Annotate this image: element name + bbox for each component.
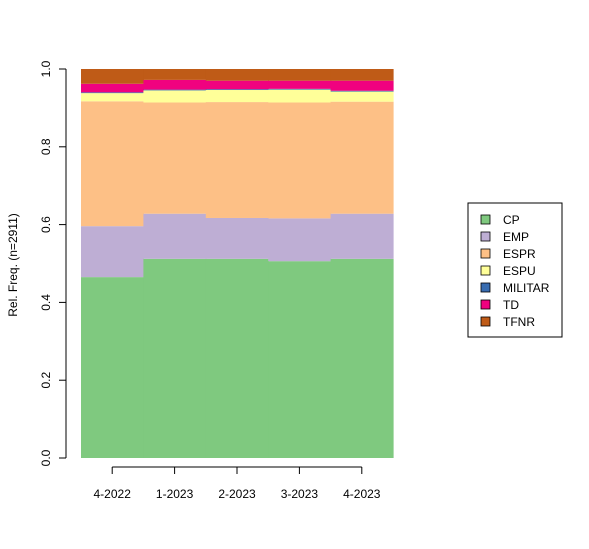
y-tick-label: 0.6	[39, 216, 53, 233]
bar-segment-td-3-2023	[268, 80, 332, 89]
bar-segment-militar-1-2023	[143, 89, 207, 91]
bar-segment-td-4-2023	[330, 80, 394, 91]
y-tick-label: 0.8	[39, 138, 53, 155]
bar-segment-espr-1-2023	[143, 102, 207, 214]
bar-segment-emp-3-2023	[268, 218, 332, 262]
bar-segment-espr-3-2023	[268, 102, 332, 219]
bar-segment-militar-2-2023	[205, 89, 269, 91]
legend-label-cp: CP	[503, 213, 520, 227]
bar-segment-militar-4-2023	[330, 90, 394, 92]
bar-segment-emp-4-2023	[330, 213, 394, 259]
legend-swatch-militar	[480, 282, 491, 293]
legend-swatch-espu	[480, 265, 491, 276]
bar-segment-emp-4-2022	[81, 226, 144, 278]
bar-segment-espu-3-2023	[268, 89, 332, 103]
bar-segment-td-2-2023	[205, 80, 269, 90]
legend-swatch-td	[480, 299, 491, 310]
y-tick-label: 0.2	[39, 372, 53, 389]
bar-segment-emp-1-2023	[143, 213, 207, 259]
x-tick-label: 2-2023	[218, 487, 256, 501]
legend: CP EMP ESPR ESPU MILITAR TD TFNR	[467, 202, 563, 338]
bar-segment-espr-4-2022	[81, 101, 144, 227]
bar-segment-emp-2-2023	[205, 217, 269, 259]
x-tick-label: 3-2023	[281, 487, 319, 501]
bar-segment-cp-2-2023	[205, 258, 269, 458]
legend-label-militar: MILITAR	[503, 281, 550, 295]
x-tick-label: 4-2023	[343, 487, 381, 501]
bar-segment-cp-4-2022	[81, 277, 144, 458]
legend-label-td: TD	[503, 298, 519, 312]
bar-segment-militar-3-2023	[268, 88, 332, 90]
x-tick-label: 4-2022	[94, 487, 132, 501]
legend-swatch-emp	[480, 231, 491, 242]
bar-segment-militar-4-2022	[81, 92, 144, 94]
legend-swatch-espr	[480, 248, 491, 259]
x-tick-label: 1-2023	[156, 487, 194, 501]
bar-segment-espu-2-2023	[205, 90, 269, 103]
y-axis: 0.0 0.2 0.4 0.6 0.8 1.0	[39, 60, 67, 466]
bar-segment-espu-4-2023	[330, 91, 394, 102]
bars-layer	[81, 69, 394, 458]
bar-segment-espr-4-2023	[330, 101, 394, 214]
legend-label-espr: ESPR	[503, 247, 536, 261]
bar-segment-td-4-2022	[81, 83, 144, 93]
bar-segment-espu-1-2023	[143, 90, 207, 103]
bar-segment-cp-3-2023	[268, 261, 332, 458]
bar-segment-espu-4-2022	[81, 93, 144, 102]
bar-segment-tfnr-1-2023	[143, 69, 207, 80]
bar-segment-espr-2-2023	[205, 102, 269, 218]
bar-segment-tfnr-4-2023	[330, 69, 394, 81]
bar-segment-tfnr-2-2023	[205, 69, 269, 81]
legend-label-emp: EMP	[503, 230, 529, 244]
legend-label-tfnr: TFNR	[503, 315, 535, 329]
bar-segment-cp-1-2023	[143, 258, 207, 458]
bar-segment-cp-4-2023	[330, 258, 394, 458]
bar-segment-tfnr-4-2022	[81, 69, 144, 84]
y-tick-label: 0.0	[39, 449, 53, 466]
legend-swatch-cp	[480, 214, 491, 225]
y-tick-label: 0.4	[39, 294, 53, 311]
y-axis-label: Rel. Freq. (n=2911)	[6, 213, 20, 317]
y-tick-label: 1.0	[39, 60, 53, 77]
x-axis: 4-2022 1-2023 2-2023 3-2023 4-2023	[94, 466, 381, 501]
bar-segment-td-1-2023	[143, 79, 207, 90]
legend-label-espu: ESPU	[503, 264, 536, 278]
legend-swatch-tfnr	[480, 316, 491, 327]
bar-segment-tfnr-3-2023	[268, 69, 332, 81]
